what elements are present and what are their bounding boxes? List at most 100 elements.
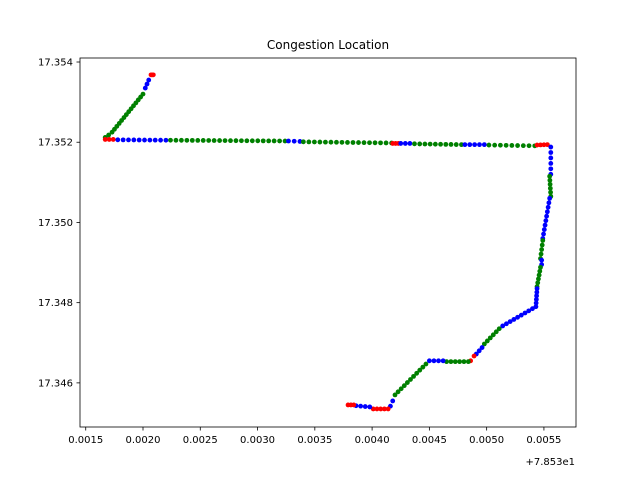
green-data-point	[417, 141, 423, 147]
green-data-point	[484, 338, 490, 344]
red-data-point	[378, 406, 384, 412]
red-data-point	[102, 137, 108, 142]
blue-data-point	[436, 358, 441, 364]
green-data-point	[509, 143, 515, 148]
green-data-point	[481, 341, 487, 347]
blue-data-point	[511, 317, 517, 322]
blue-data-point	[440, 358, 446, 364]
green-data-point	[200, 138, 206, 143]
green-data-point	[339, 139, 345, 145]
blue-data-point	[544, 209, 550, 215]
blue-data-point	[390, 398, 396, 404]
chart-title: Congestion Location	[267, 38, 389, 52]
blue-data-point	[548, 166, 554, 172]
blue-data-point	[547, 195, 553, 201]
green-data-point	[168, 137, 173, 143]
blue-data-point	[291, 138, 297, 144]
green-data-point	[452, 359, 458, 365]
x-tick-label: 0.0020	[126, 435, 161, 446]
blue-data-point	[126, 137, 131, 143]
y-tick-label: 17.354	[38, 58, 73, 69]
green-data-point	[350, 140, 356, 145]
green-data-point	[408, 377, 413, 382]
green-data-point	[487, 335, 493, 341]
green-data-point	[228, 138, 233, 144]
green-data-point	[539, 247, 545, 252]
blue-data-point	[158, 137, 163, 143]
green-data-point	[395, 389, 401, 395]
blue-data-point	[426, 358, 432, 364]
red-data-point	[150, 72, 156, 78]
green-data-point	[179, 137, 184, 143]
blue-data-point	[286, 138, 291, 144]
green-data-point	[432, 141, 438, 147]
blue-data-point	[142, 137, 147, 143]
green-data-point	[317, 139, 323, 145]
blue-data-point	[462, 142, 468, 148]
green-data-point	[367, 140, 372, 146]
green-data-point	[539, 242, 545, 248]
blue-data-point	[526, 308, 532, 314]
blue-data-point	[407, 141, 413, 146]
blue-data-point	[542, 222, 548, 228]
green-data-point	[443, 141, 449, 147]
green-data-point	[260, 138, 266, 144]
x-tick-label: 0.0025	[183, 435, 218, 446]
blue-data-point	[362, 404, 368, 409]
red-data-point	[534, 142, 540, 148]
blue-data-point	[515, 314, 520, 320]
x-axis-offset-label: +7.853e1	[525, 457, 575, 468]
green-data-point	[401, 383, 407, 389]
axes-frame	[79, 57, 577, 428]
green-data-point	[271, 138, 277, 144]
green-data-point	[312, 139, 317, 145]
blue-data-point	[472, 142, 478, 148]
blue-data-point	[358, 403, 364, 409]
green-data-point	[392, 392, 398, 398]
green-data-point	[448, 359, 454, 365]
blue-data-point	[467, 142, 473, 148]
green-data-point	[328, 139, 334, 145]
blue-data-point	[543, 218, 549, 224]
blue-data-point	[507, 319, 513, 325]
green-data-point	[356, 140, 361, 145]
green-data-point	[282, 138, 288, 144]
blue-data-point	[131, 137, 137, 143]
green-data-point	[195, 138, 201, 143]
green-data-point	[547, 173, 553, 179]
x-tick-label: 0.0045	[412, 435, 447, 446]
green-data-point	[526, 143, 532, 149]
x-tick-label: 0.0055	[526, 435, 561, 446]
blue-data-point	[115, 137, 121, 143]
green-data-point	[255, 138, 261, 144]
green-data-point	[486, 142, 492, 148]
red-data-point	[106, 137, 112, 142]
blue-data-point	[530, 306, 535, 312]
blue-data-point	[545, 204, 551, 210]
blue-data-point	[476, 348, 482, 354]
green-data-point	[465, 359, 471, 365]
red-data-point	[544, 142, 550, 148]
blue-data-point	[136, 137, 142, 143]
red-data-point	[382, 406, 387, 412]
green-data-point	[414, 370, 420, 376]
green-data-point	[453, 142, 459, 147]
blue-data-point	[479, 345, 485, 350]
green-data-point	[361, 140, 367, 146]
blue-data-point	[533, 297, 539, 302]
green-data-point	[404, 380, 410, 385]
blue-data-point	[431, 358, 437, 364]
green-data-point	[515, 143, 520, 148]
blue-data-point	[481, 142, 487, 148]
red-data-point	[385, 406, 391, 412]
green-data-point	[547, 185, 553, 191]
y-tick-label: 17.348	[38, 298, 73, 309]
green-data-point	[239, 138, 244, 144]
green-data-point	[378, 140, 383, 146]
green-data-point	[222, 138, 228, 144]
blue-data-point	[398, 141, 404, 146]
data-points	[102, 72, 554, 412]
green-data-point	[461, 359, 467, 365]
green-data-point	[211, 138, 217, 143]
